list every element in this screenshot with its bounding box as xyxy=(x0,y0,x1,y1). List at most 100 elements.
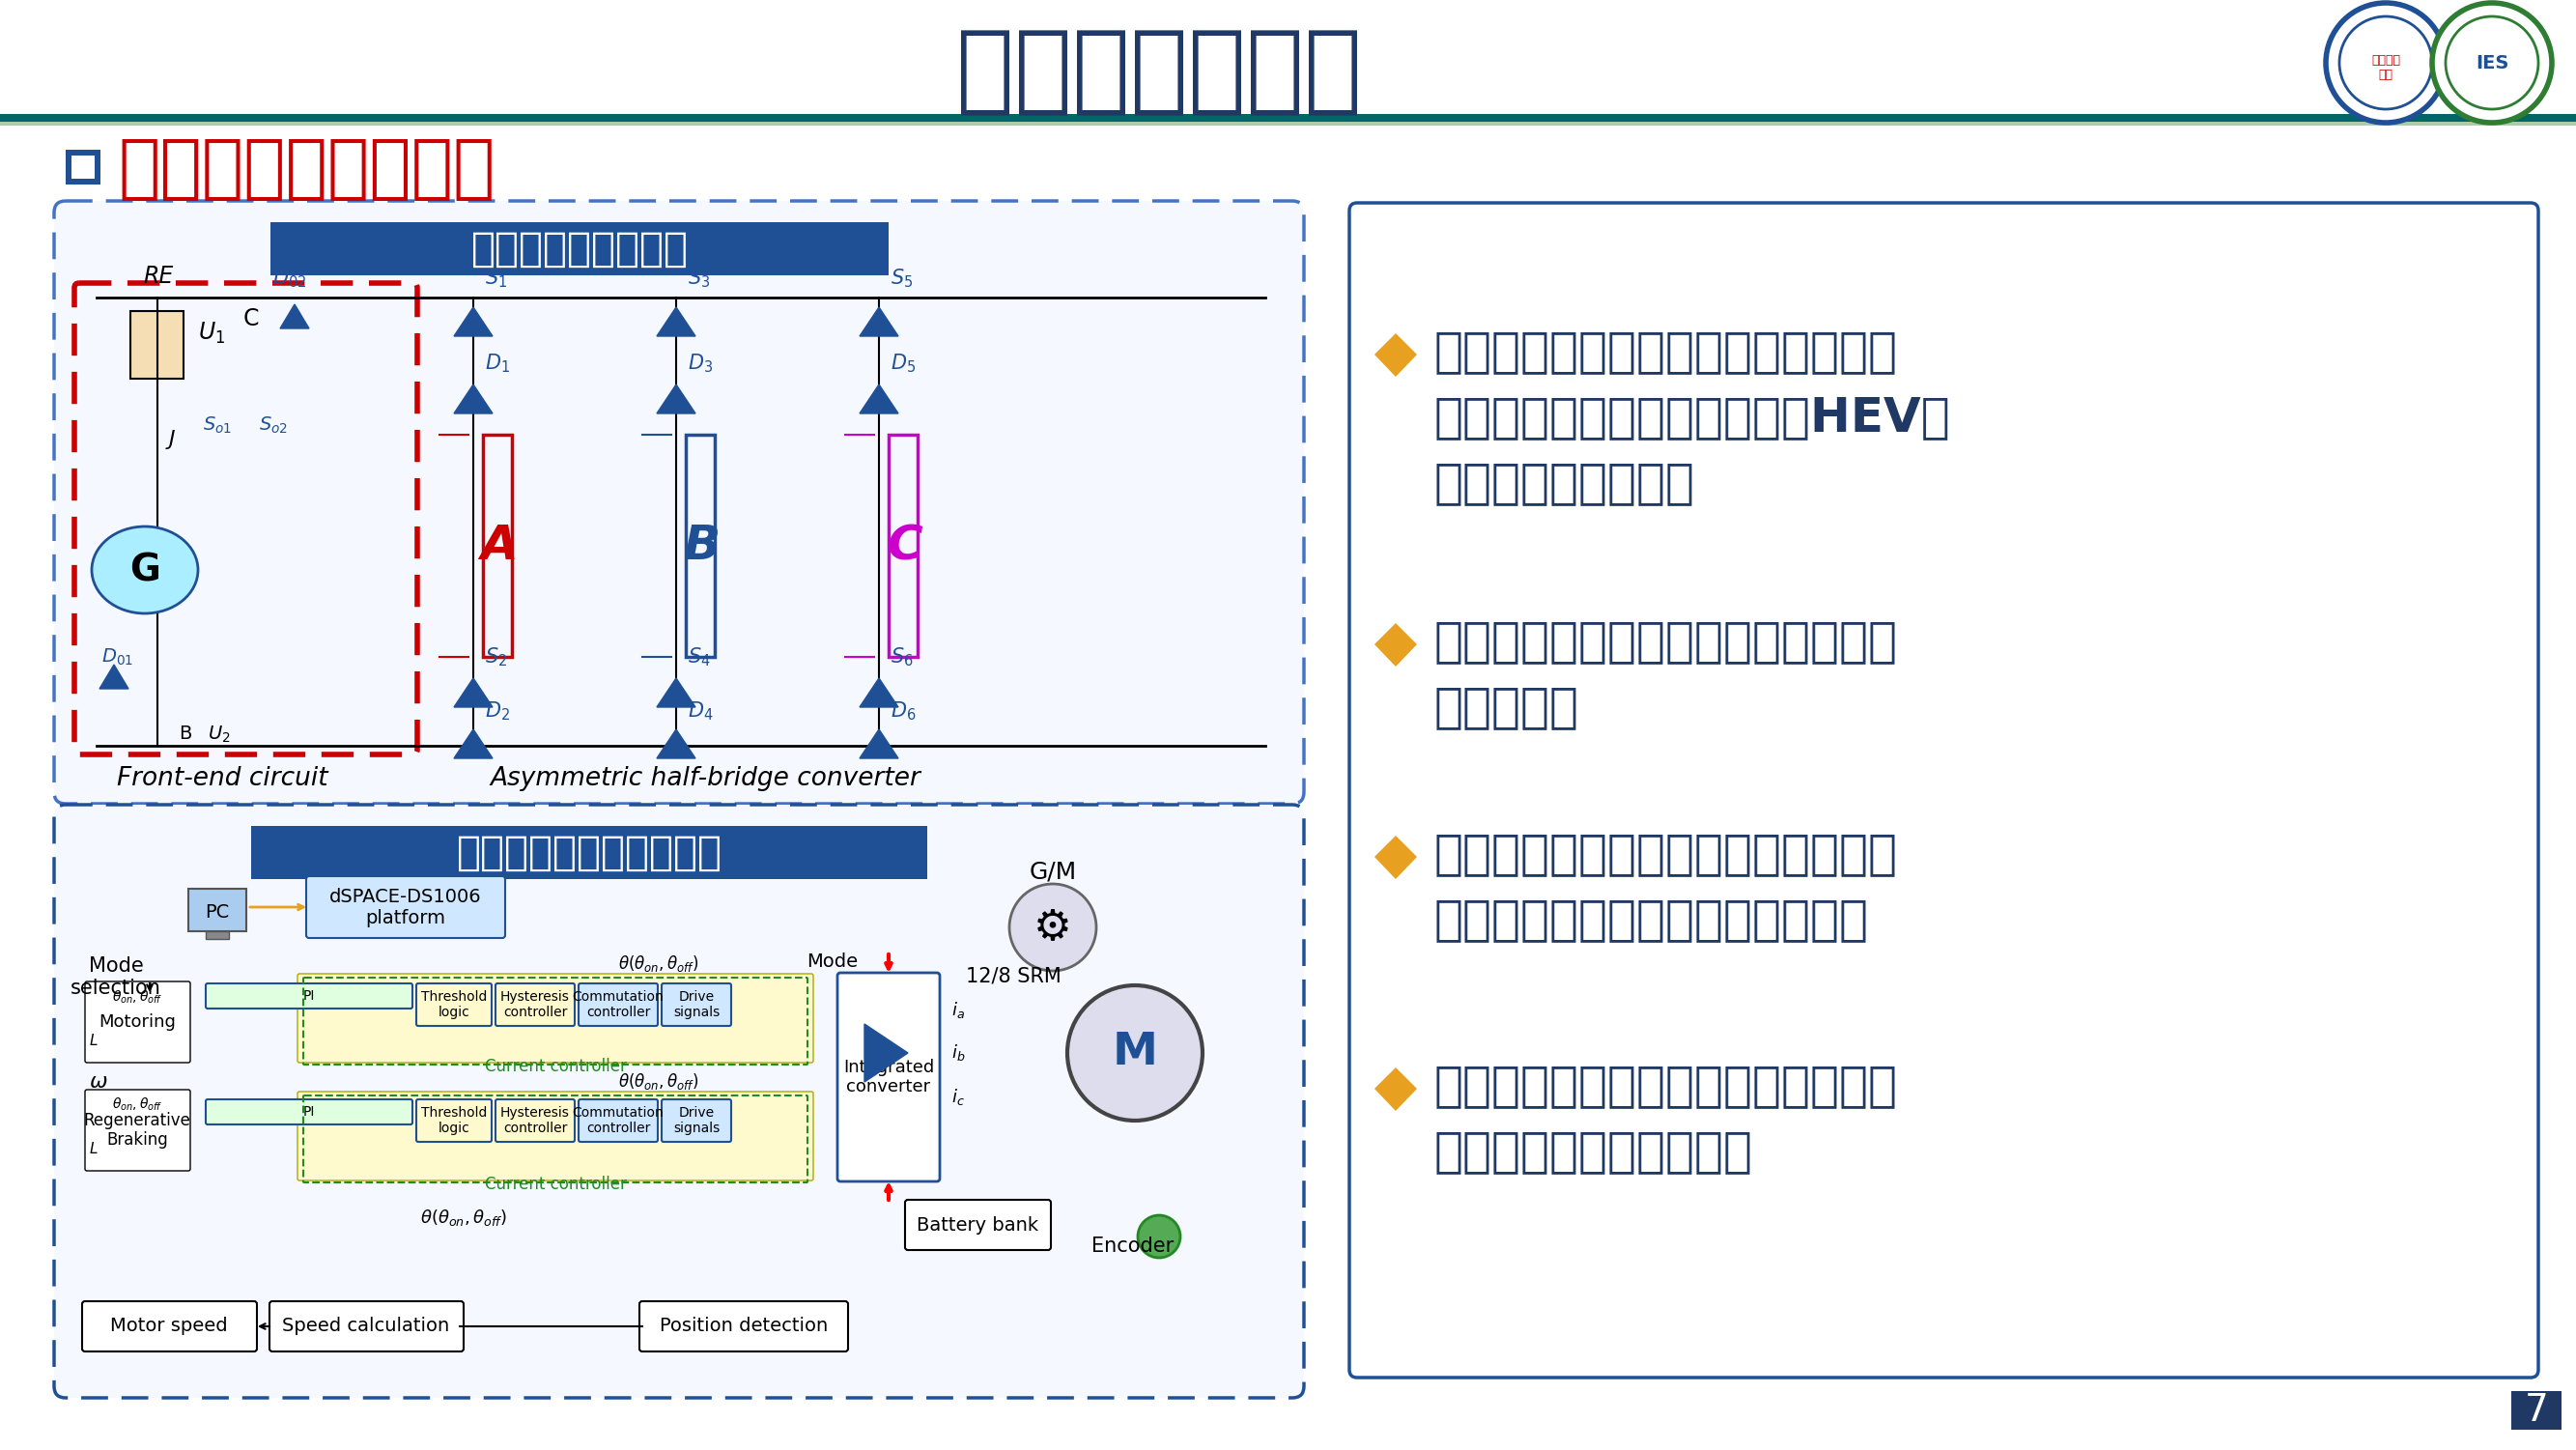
FancyBboxPatch shape xyxy=(270,222,889,276)
Text: 12/8 SRM: 12/8 SRM xyxy=(966,966,1061,986)
Text: PI: PI xyxy=(304,989,314,1003)
Polygon shape xyxy=(100,664,129,689)
Text: $i_c$: $i_c$ xyxy=(951,1086,963,1106)
FancyBboxPatch shape xyxy=(417,983,492,1027)
Text: $\theta_{on},\theta_{off}$: $\theta_{on},\theta_{off}$ xyxy=(111,989,162,1006)
Text: $S_1$: $S_1$ xyxy=(484,267,507,290)
Text: Battery bank: Battery bank xyxy=(917,1215,1038,1234)
Bar xyxy=(64,149,100,184)
Circle shape xyxy=(1010,884,1097,972)
Bar xyxy=(685,435,714,657)
FancyBboxPatch shape xyxy=(206,983,412,1009)
Text: $\theta(\theta_{on},\theta_{off})$: $\theta(\theta_{on},\theta_{off})$ xyxy=(420,1208,507,1228)
Circle shape xyxy=(1139,1215,1180,1257)
Text: $D_4$: $D_4$ xyxy=(688,700,714,722)
Text: $\theta_{on},\theta_{off}$: $\theta_{on},\theta_{off}$ xyxy=(111,1096,162,1114)
Text: $D_{01}$: $D_{01}$ xyxy=(100,647,134,668)
Text: Drive
signals: Drive signals xyxy=(672,990,719,1019)
Text: ⚙: ⚙ xyxy=(1033,906,1072,948)
Text: Asymmetric half-bridge converter: Asymmetric half-bridge converter xyxy=(489,766,920,792)
FancyBboxPatch shape xyxy=(54,202,1303,803)
Bar xyxy=(889,435,917,657)
Text: 华中科技
大学: 华中科技 大学 xyxy=(2372,54,2401,81)
Text: Hysteresis
controller: Hysteresis controller xyxy=(500,1106,569,1135)
Text: Encoder: Encoder xyxy=(1092,1237,1175,1256)
FancyBboxPatch shape xyxy=(296,974,814,1063)
Text: 交流或直流电源充电功能: 交流或直流电源充电功能 xyxy=(1435,1128,1754,1174)
Text: Commutation
controller: Commutation controller xyxy=(572,1106,665,1135)
Bar xyxy=(131,312,183,378)
Text: Threshold
logic: Threshold logic xyxy=(420,1106,487,1135)
Text: Threshold
logic: Threshold logic xyxy=(420,990,487,1019)
Text: 动模式下的制动电流实现电池充电: 动模式下的制动电流实现电池充电 xyxy=(1435,896,1870,942)
Text: $U_2$: $U_2$ xyxy=(209,725,229,745)
FancyBboxPatch shape xyxy=(250,826,927,879)
Text: Speed calculation: Speed calculation xyxy=(283,1317,451,1335)
Text: IES: IES xyxy=(2476,54,2509,73)
Text: $D_{02}$: $D_{02}$ xyxy=(273,267,307,290)
Text: Current controller: Current controller xyxy=(484,1176,626,1193)
Bar xyxy=(0,122,2576,126)
Text: G/M: G/M xyxy=(1028,860,1077,883)
Bar xyxy=(72,155,95,178)
Text: 集成化多电平变换器: 集成化多电平变换器 xyxy=(471,229,688,270)
FancyBboxPatch shape xyxy=(307,876,505,938)
Text: $D_1$: $D_1$ xyxy=(484,352,510,374)
Text: 集成化绕组复用控制策略: 集成化绕组复用控制策略 xyxy=(456,832,721,873)
Circle shape xyxy=(2432,3,2553,123)
FancyBboxPatch shape xyxy=(417,1099,492,1141)
Text: $\theta(\theta_{on},\theta_{off})$: $\theta(\theta_{on},\theta_{off})$ xyxy=(618,954,698,974)
Text: C: C xyxy=(886,522,922,568)
FancyBboxPatch shape xyxy=(270,1301,464,1351)
Polygon shape xyxy=(453,384,492,413)
FancyBboxPatch shape xyxy=(85,1089,191,1170)
FancyBboxPatch shape xyxy=(837,973,940,1182)
Text: 模式的切换: 模式的切换 xyxy=(1435,684,1579,731)
Text: 新型变换器拓扑: 新型变换器拓扑 xyxy=(956,26,1363,119)
Text: $i_a$: $i_a$ xyxy=(951,999,966,1019)
Text: $S_{o1}$: $S_{o1}$ xyxy=(204,415,232,436)
Text: B: B xyxy=(683,522,721,568)
Bar xyxy=(206,931,229,940)
FancyBboxPatch shape xyxy=(580,1099,657,1141)
Text: Regenerative
Braking: Regenerative Braking xyxy=(82,1112,191,1148)
FancyBboxPatch shape xyxy=(296,1092,814,1180)
Text: Current controller: Current controller xyxy=(484,1058,626,1076)
Text: Integrated
converter: Integrated converter xyxy=(842,1058,935,1096)
Text: Mode
selection: Mode selection xyxy=(70,957,162,998)
FancyBboxPatch shape xyxy=(580,983,657,1027)
Bar xyxy=(0,115,2576,122)
FancyBboxPatch shape xyxy=(206,1099,412,1124)
Text: PC: PC xyxy=(206,903,229,921)
Circle shape xyxy=(2339,16,2432,109)
Text: RE: RE xyxy=(142,265,173,289)
FancyBboxPatch shape xyxy=(904,1199,1051,1250)
Polygon shape xyxy=(1376,624,1417,667)
Text: $i_b$: $i_b$ xyxy=(951,1043,966,1063)
Polygon shape xyxy=(1376,1067,1417,1111)
Text: $S_2$: $S_2$ xyxy=(484,645,507,668)
Text: $U_1$: $U_1$ xyxy=(198,320,224,347)
Text: dSPACE-DS1006
platform: dSPACE-DS1006 platform xyxy=(330,887,482,927)
Text: B: B xyxy=(178,725,191,742)
FancyBboxPatch shape xyxy=(495,1099,574,1141)
Text: $D_6$: $D_6$ xyxy=(891,700,917,722)
Text: G: G xyxy=(129,551,160,589)
Ellipse shape xyxy=(724,425,1110,715)
Polygon shape xyxy=(657,307,696,336)
Text: $S_3$: $S_3$ xyxy=(688,267,711,290)
Text: 7: 7 xyxy=(2524,1392,2548,1428)
Text: Hysteresis
controller: Hysteresis controller xyxy=(500,990,569,1019)
Text: $D_2$: $D_2$ xyxy=(484,700,510,722)
Polygon shape xyxy=(860,679,899,708)
Polygon shape xyxy=(657,384,696,413)
Text: PI: PI xyxy=(304,1105,314,1118)
Text: $S_5$: $S_5$ xyxy=(891,267,912,290)
Polygon shape xyxy=(657,679,696,708)
Polygon shape xyxy=(1376,334,1417,377)
Text: Mode: Mode xyxy=(806,953,858,972)
Text: Front-end circuit: Front-end circuit xyxy=(116,766,327,792)
Text: $S_6$: $S_6$ xyxy=(891,645,914,668)
FancyBboxPatch shape xyxy=(85,982,191,1063)
Text: $S_{o2}$: $S_{o2}$ xyxy=(258,415,289,436)
